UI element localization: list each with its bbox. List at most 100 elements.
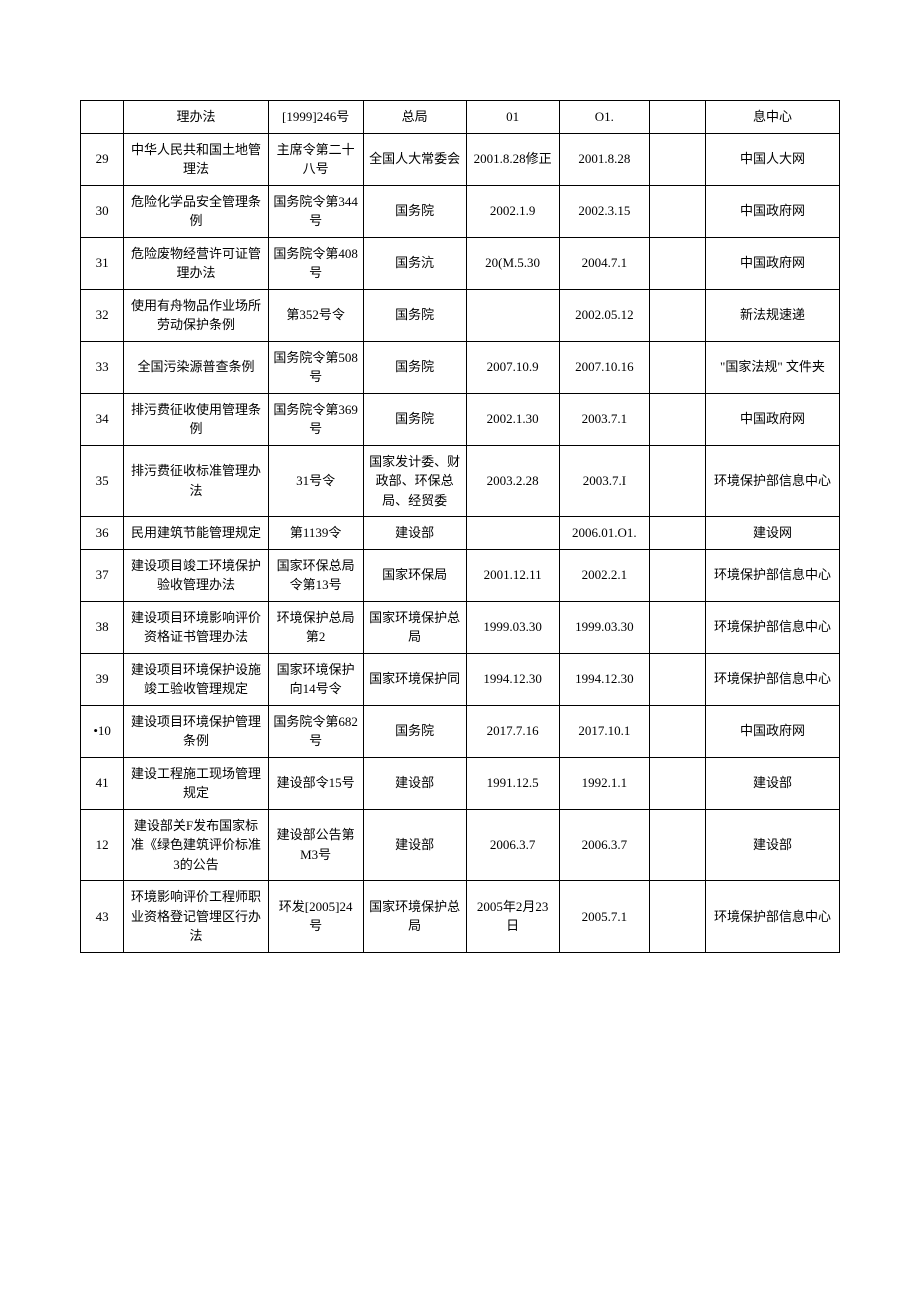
issuer: 国家环境保护同: [363, 653, 466, 705]
source: 环境保护部信息中心: [705, 445, 839, 517]
row-index: 31: [81, 237, 124, 289]
blank-col: [650, 101, 706, 134]
document-number: 国家环境保护向14号令: [268, 653, 363, 705]
document-number: 环境保护总局第2: [268, 601, 363, 653]
source: 中国政府网: [705, 237, 839, 289]
date-issued: 2002.1.9: [466, 185, 559, 237]
source: 环境保护部信息中心: [705, 549, 839, 601]
table-row: 29中华人民共和国土地管理法主席令第二十八号全国人大常委会2001.8.28修正…: [81, 133, 840, 185]
date-effective: 2017.10.1: [559, 705, 650, 757]
date-effective: 2002.2.1: [559, 549, 650, 601]
row-index: 33: [81, 341, 124, 393]
issuer: 国家环保局: [363, 549, 466, 601]
issuer: 建设部: [363, 757, 466, 809]
date-effective: 2004.7.1: [559, 237, 650, 289]
date-issued: 1994.12.30: [466, 653, 559, 705]
issuer: 国务院: [363, 341, 466, 393]
regulation-name: 危险化学品安全管理条例: [124, 185, 268, 237]
source: 环境保护部信息中心: [705, 881, 839, 953]
document-number: [1999]246号: [268, 101, 363, 134]
date-issued: 1999.03.30: [466, 601, 559, 653]
document-number: 第352号令: [268, 289, 363, 341]
source: "国家法规" 文件夹: [705, 341, 839, 393]
regulation-name: 民用建筑节能管理规定: [124, 517, 268, 550]
document-number: 建设部令15号: [268, 757, 363, 809]
blank-col: [650, 517, 706, 550]
issuer: 全国人大常委会: [363, 133, 466, 185]
date-issued: 2017.7.16: [466, 705, 559, 757]
table-row: 41建设工程施工现场管理规定建设部令15号建设部1991.12.51992.1.…: [81, 757, 840, 809]
row-index: •10: [81, 705, 124, 757]
date-effective: 2003.7.1: [559, 393, 650, 445]
row-index: 38: [81, 601, 124, 653]
date-effective: 2002.05.12: [559, 289, 650, 341]
source: 中国人大网: [705, 133, 839, 185]
date-issued: [466, 289, 559, 341]
table-row: •10建设项目环境保护管理条例国务院令第682号国务院2017.7.162017…: [81, 705, 840, 757]
blank-col: [650, 757, 706, 809]
date-issued: 2001.8.28修正: [466, 133, 559, 185]
regulation-name: 建设部关F发布国家标准《绿色建筑评价标准3的公告: [124, 809, 268, 881]
document-number: 国务院令第682号: [268, 705, 363, 757]
table-row: 36民用建筑节能管理规定第1139令建设部2006.01.O1.建设网: [81, 517, 840, 550]
date-issued: 2007.10.9: [466, 341, 559, 393]
regulation-name: 建设工程施工现场管理规定: [124, 757, 268, 809]
source: 中国政府网: [705, 393, 839, 445]
document-number: 国家环保总局令第13号: [268, 549, 363, 601]
date-effective: 2005.7.1: [559, 881, 650, 953]
date-effective: 2007.10.16: [559, 341, 650, 393]
date-effective: 1992.1.1: [559, 757, 650, 809]
regulation-name: 建设项目环境保护管理条例: [124, 705, 268, 757]
issuer: 国家发计委、财政部、环保总局、经贸委: [363, 445, 466, 517]
row-index: 35: [81, 445, 124, 517]
table-row: 理办法[1999]246号总局01O1.息中心: [81, 101, 840, 134]
table-row: 37建设项目竣工环境保护验收管理办法国家环保总局令第13号国家环保局2001.1…: [81, 549, 840, 601]
document-page: 理办法[1999]246号总局01O1.息中心29中华人民共和国土地管理法主席令…: [80, 100, 840, 953]
source: 中国政府网: [705, 185, 839, 237]
regulation-name: 建设项目竣工环境保护验收管理办法: [124, 549, 268, 601]
row-index: 39: [81, 653, 124, 705]
source: 息中心: [705, 101, 839, 134]
issuer: 国家环境保护总局: [363, 601, 466, 653]
table-row: 31危险废物经营许可证管理办法国务院令第408号国务沆20(M.5.302004…: [81, 237, 840, 289]
blank-col: [650, 289, 706, 341]
row-index: 36: [81, 517, 124, 550]
source: 中国政府网: [705, 705, 839, 757]
blank-col: [650, 881, 706, 953]
issuer: 国务院: [363, 393, 466, 445]
source: 建设网: [705, 517, 839, 550]
regulation-name: 使用有舟物品作业场所劳动保护条例: [124, 289, 268, 341]
date-issued: 01: [466, 101, 559, 134]
row-index: 12: [81, 809, 124, 881]
source: 建设部: [705, 757, 839, 809]
table-row: 35排污费征收标准管理办法31号令国家发计委、财政部、环保总局、经贸委2003.…: [81, 445, 840, 517]
issuer: 国务院: [363, 705, 466, 757]
row-index: 43: [81, 881, 124, 953]
date-effective: 2006.01.O1.: [559, 517, 650, 550]
issuer: 总局: [363, 101, 466, 134]
regulation-name: 中华人民共和国土地管理法: [124, 133, 268, 185]
document-number: 国务院令第344号: [268, 185, 363, 237]
date-effective: 1994.12.30: [559, 653, 650, 705]
row-index: 30: [81, 185, 124, 237]
regulation-name: 环境影响评价工程师职业资格登记管埋区行办法: [124, 881, 268, 953]
source: 新法规速递: [705, 289, 839, 341]
issuer: 建设部: [363, 517, 466, 550]
table-row: 32使用有舟物品作业场所劳动保护条例第352号令国务院2002.05.12新法规…: [81, 289, 840, 341]
blank-col: [650, 809, 706, 881]
table-row: 39建设项目环境保护设施竣工验收管理规定国家环境保护向14号令国家环境保护同19…: [81, 653, 840, 705]
source: 建设部: [705, 809, 839, 881]
source: 环境保护部信息中心: [705, 601, 839, 653]
date-effective: 2002.3.15: [559, 185, 650, 237]
blank-col: [650, 653, 706, 705]
issuer: 建设部: [363, 809, 466, 881]
date-issued: 2005年2月23日: [466, 881, 559, 953]
table-row: 12建设部关F发布国家标准《绿色建筑评价标准3的公告建设部公告第M3号建设部20…: [81, 809, 840, 881]
regulation-name: 排污费征收标准管理办法: [124, 445, 268, 517]
date-issued: 2006.3.7: [466, 809, 559, 881]
table-row: 38建设项目环境影响评价资格证书管理办法环境保护总局第2国家环境保护总局1999…: [81, 601, 840, 653]
blank-col: [650, 393, 706, 445]
blank-col: [650, 705, 706, 757]
blank-col: [650, 133, 706, 185]
blank-col: [650, 237, 706, 289]
